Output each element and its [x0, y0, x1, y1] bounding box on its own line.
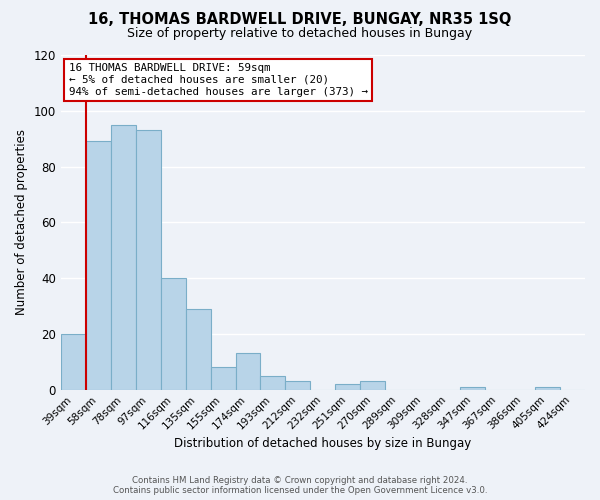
- Bar: [335, 384, 361, 390]
- Bar: [286, 382, 310, 390]
- Bar: [61, 334, 86, 390]
- Bar: [361, 382, 385, 390]
- Bar: [236, 354, 260, 390]
- Bar: [211, 368, 236, 390]
- Bar: [185, 309, 211, 390]
- Bar: [460, 387, 485, 390]
- Bar: [161, 278, 185, 390]
- Text: 16 THOMAS BARDWELL DRIVE: 59sqm
← 5% of detached houses are smaller (20)
94% of : 16 THOMAS BARDWELL DRIVE: 59sqm ← 5% of …: [68, 64, 368, 96]
- X-axis label: Distribution of detached houses by size in Bungay: Distribution of detached houses by size …: [174, 437, 472, 450]
- Bar: [260, 376, 286, 390]
- Bar: [86, 142, 111, 390]
- Bar: [136, 130, 161, 390]
- Y-axis label: Number of detached properties: Number of detached properties: [15, 130, 28, 316]
- Text: Size of property relative to detached houses in Bungay: Size of property relative to detached ho…: [127, 28, 473, 40]
- Text: Contains HM Land Registry data © Crown copyright and database right 2024.
Contai: Contains HM Land Registry data © Crown c…: [113, 476, 487, 495]
- Bar: [535, 387, 560, 390]
- Text: 16, THOMAS BARDWELL DRIVE, BUNGAY, NR35 1SQ: 16, THOMAS BARDWELL DRIVE, BUNGAY, NR35 …: [88, 12, 512, 28]
- Bar: [111, 124, 136, 390]
